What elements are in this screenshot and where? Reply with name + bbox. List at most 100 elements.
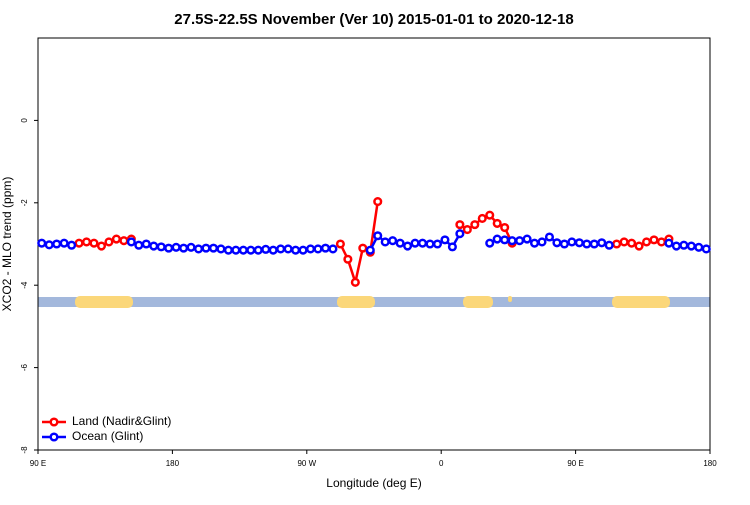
- data-point: [261, 244, 271, 254]
- data-point: [231, 245, 241, 255]
- data-point: [597, 238, 607, 248]
- land-strip: [337, 296, 375, 308]
- data-point: [335, 239, 345, 249]
- data-point: [627, 238, 637, 248]
- data-point: [432, 239, 443, 249]
- data-point: [373, 197, 383, 207]
- data-point: [74, 238, 84, 248]
- data-point: [701, 244, 711, 254]
- chart-title: 27.5S-22.5S November (Ver 10) 2015-01-01…: [174, 11, 573, 28]
- x-tick-label: 90 E: [567, 459, 583, 468]
- y-tick-label: -2: [20, 199, 29, 207]
- data-point: [373, 231, 383, 241]
- data-point: [507, 236, 517, 246]
- data-point: [350, 277, 360, 287]
- data-point: [425, 239, 435, 249]
- legend-marker: [49, 432, 59, 442]
- data-point: [522, 234, 532, 244]
- data-point: [171, 242, 181, 252]
- legend-label: Land (Nadir&Glint): [72, 414, 171, 428]
- data-point: [500, 235, 510, 245]
- data-point: [694, 242, 704, 252]
- data-point: [37, 238, 47, 248]
- data-point: [604, 240, 614, 250]
- data-point: [238, 245, 248, 255]
- data-point: [455, 220, 465, 230]
- data-point: [634, 241, 644, 251]
- data-point: [208, 243, 219, 253]
- data-point: [537, 237, 547, 247]
- data-point: [276, 244, 286, 254]
- data-point: [492, 234, 502, 244]
- data-point: [44, 240, 54, 250]
- data-point: [679, 240, 689, 250]
- y-tick-label: -6: [20, 363, 29, 371]
- data-point: [358, 243, 368, 253]
- land-strip: [508, 296, 512, 302]
- data-point: [156, 242, 166, 252]
- data-point: [544, 232, 555, 242]
- x-tick-label: 90 E: [30, 459, 46, 468]
- data-point: [96, 241, 107, 251]
- data-point: [320, 243, 331, 253]
- data-point: [141, 239, 151, 249]
- data-point: [126, 237, 136, 247]
- y-axis-label: XCO2 - MLO trend (ppm): [0, 177, 14, 312]
- data-point: [328, 244, 338, 254]
- data-point: [253, 245, 263, 255]
- data-point: [268, 245, 278, 255]
- data-point: [186, 242, 196, 252]
- data-point: [619, 237, 629, 247]
- data-point: [686, 241, 696, 251]
- data-point: [403, 241, 413, 251]
- data-point: [552, 238, 562, 248]
- data-point: [500, 222, 510, 233]
- x-tick-label: 180: [166, 459, 180, 468]
- land-strip: [75, 296, 133, 308]
- data-point: [111, 234, 121, 244]
- data-point: [179, 243, 189, 253]
- data-point: [612, 239, 622, 249]
- data-point: [119, 236, 129, 246]
- data-point: [388, 236, 398, 246]
- data-point: [52, 239, 62, 249]
- data-point: [440, 235, 450, 245]
- data-point: [671, 241, 681, 251]
- data-point: [664, 238, 674, 248]
- x-tick-label: 180: [703, 459, 717, 468]
- data-point: [283, 244, 293, 254]
- land-ocean-strip: [38, 296, 710, 308]
- data-point: [291, 245, 301, 255]
- data-point: [492, 218, 502, 228]
- data-point: [67, 240, 77, 250]
- data-point: [164, 243, 174, 253]
- data-point: [477, 213, 487, 224]
- data-point: [656, 237, 667, 247]
- data-point: [365, 245, 375, 255]
- y-tick-label: 0: [20, 118, 29, 123]
- data-point: [529, 238, 540, 248]
- data-point: [567, 237, 577, 247]
- data-point: [485, 238, 495, 248]
- data-point: [395, 238, 405, 248]
- legend-marker: [49, 417, 59, 427]
- data-point: [470, 220, 480, 230]
- data-point: [582, 239, 592, 249]
- data-point: [89, 238, 99, 248]
- land-strip: [612, 296, 670, 308]
- data-point: [649, 235, 659, 245]
- data-point: [455, 229, 465, 239]
- data-point: [515, 236, 525, 246]
- x-tick-label: 0: [439, 459, 444, 468]
- data-point: [216, 244, 226, 254]
- data-point: [81, 237, 92, 247]
- data-point: [447, 242, 457, 252]
- y-tick-label: -4: [20, 281, 29, 289]
- data-point: [485, 210, 495, 220]
- x-tick-label: 90 W: [297, 459, 316, 468]
- data-point: [246, 245, 256, 255]
- data-point: [410, 238, 420, 248]
- data-point: [641, 237, 652, 247]
